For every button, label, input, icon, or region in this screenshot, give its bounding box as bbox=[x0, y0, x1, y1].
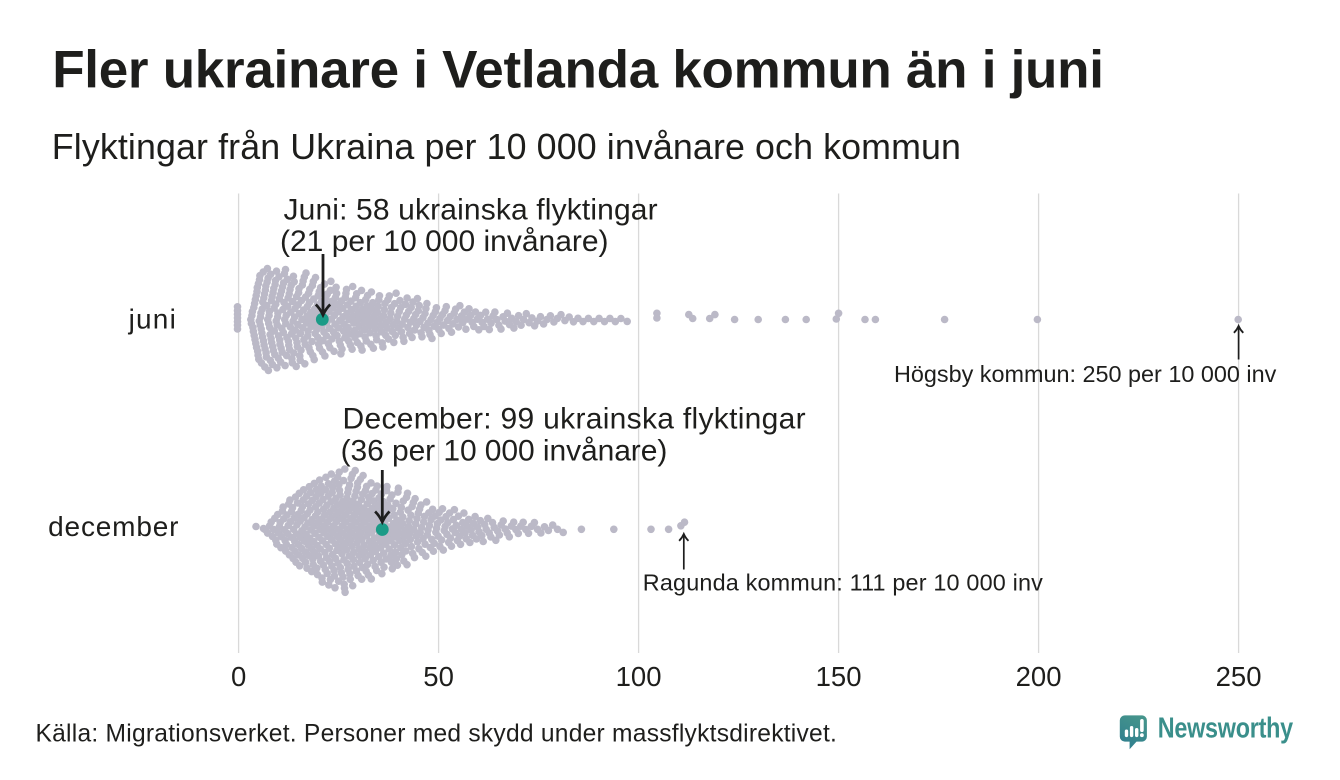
svg-text:Högsby kommun: 250 per 10 000: Högsby kommun: 250 per 10 000 inv bbox=[894, 361, 1277, 387]
svg-text:Källa: Migrationsverket. Perso: Källa: Migrationsverket. Personer med sk… bbox=[36, 721, 838, 748]
svg-text:Juni: 58 ukrainska flyktingar: Juni: 58 ukrainska flyktingar bbox=[284, 193, 658, 226]
svg-text:(36 per 10 000 invånare): (36 per 10 000 invånare) bbox=[341, 435, 668, 468]
svg-text:200: 200 bbox=[1016, 661, 1062, 692]
svg-text:Flyktingar från Ukraina per 10: Flyktingar från Ukraina per 10 000 invån… bbox=[52, 127, 961, 167]
svg-text:juni: juni bbox=[128, 304, 177, 335]
svg-text:100: 100 bbox=[616, 661, 662, 692]
svg-text:250: 250 bbox=[1216, 661, 1262, 692]
svg-text:december: december bbox=[48, 511, 179, 542]
svg-text:150: 150 bbox=[816, 661, 862, 692]
svg-text:December: 99 ukrainska flyktin: December: 99 ukrainska flyktingar bbox=[343, 402, 806, 435]
svg-text:0: 0 bbox=[231, 661, 246, 692]
svg-text:Ragunda kommun: 111 per 10 000: Ragunda kommun: 111 per 10 000 inv bbox=[643, 569, 1043, 595]
svg-text:(21 per 10 000 invånare): (21 per 10 000 invånare) bbox=[280, 225, 609, 258]
svg-text:50: 50 bbox=[423, 661, 454, 692]
svg-text:Fler ukrainare i Vetlanda komm: Fler ukrainare i Vetlanda kommun än i ju… bbox=[52, 41, 1103, 100]
svg-text:Newsworthy: Newsworthy bbox=[1158, 711, 1294, 744]
